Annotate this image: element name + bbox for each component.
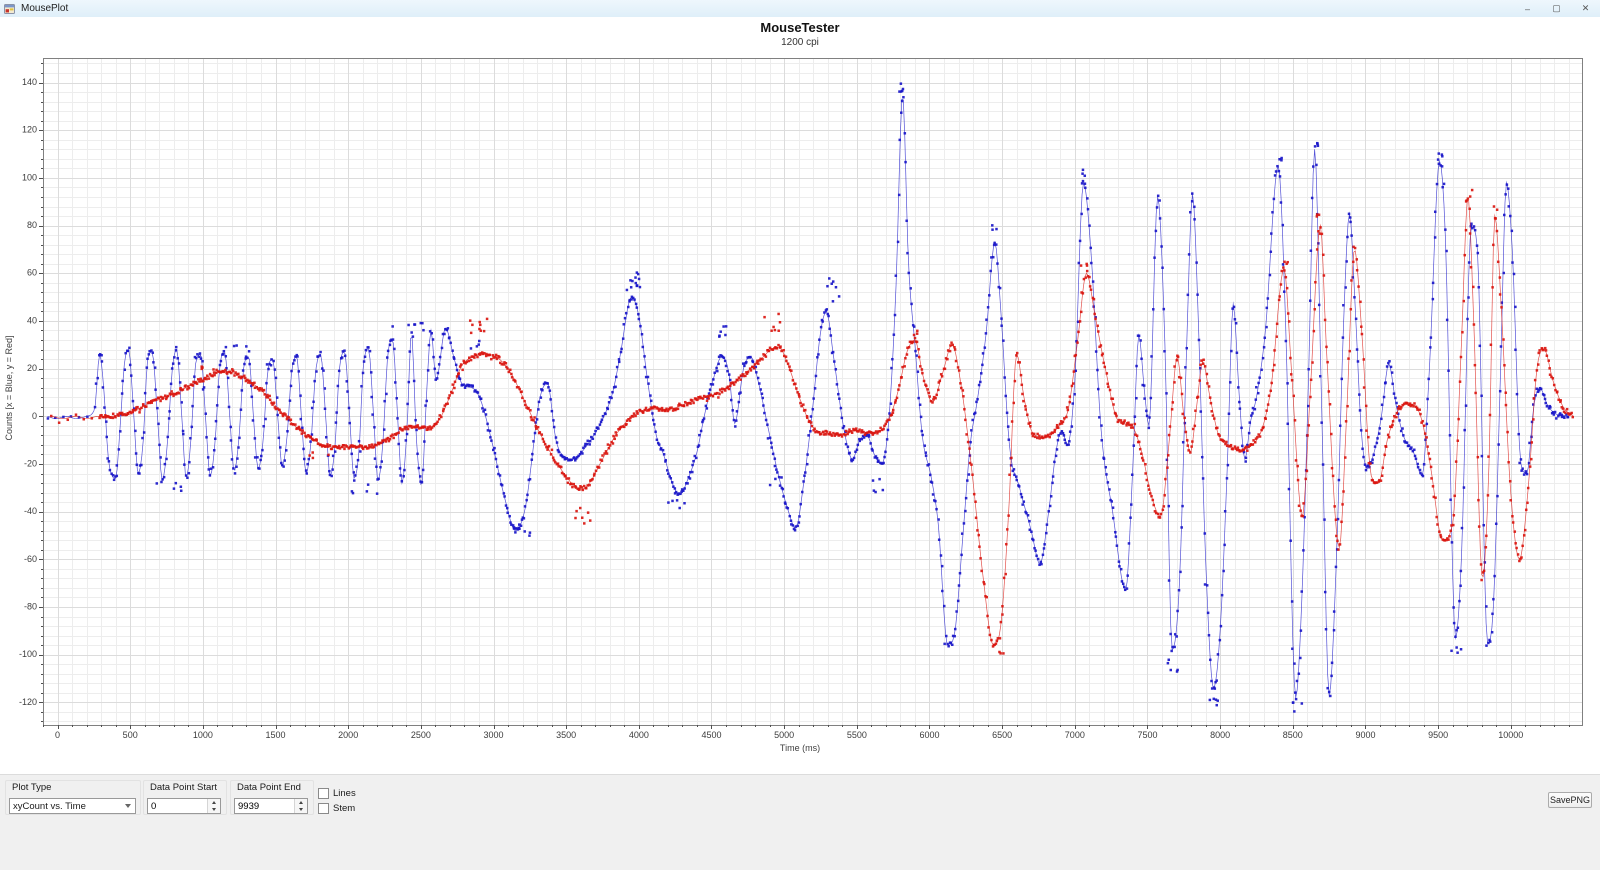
bottom-panel: Plot Type xyCount vs. Time Data Point St… [0,774,1600,870]
spinner-up-icon [299,801,303,804]
maximize-icon: ▢ [1552,3,1561,13]
stem-checkbox[interactable]: Stem [318,803,355,814]
titlebar: MousePlot – ▢ ✕ [0,0,1600,18]
window-buttons: – ▢ ✕ [1513,0,1600,17]
plot-canvas [0,17,1600,774]
savepng-button-label: SavePNG [1549,795,1591,805]
chevron-down-icon [125,804,131,808]
stem-checkbox-label: Stem [333,803,356,814]
plot-type-label: Plot Type [10,782,54,793]
data-point-end-spinner [294,799,307,813]
lines-checkbox[interactable]: Lines [318,788,356,799]
data-point-end-box [234,798,308,814]
data-point-end-label: Data Point End [235,782,303,793]
x-axis-label: Time (ms) [779,743,821,753]
plot-type-value: xyCount vs. Time [13,800,86,812]
chart-subtitle: 1200 cpi [781,37,819,48]
spinner-down-icon [212,808,216,811]
chart-title: MouseTester [760,20,840,35]
chart-region: MouseTester 1200 cpi Time (ms) Counts [x… [0,17,1600,774]
data-point-end-group: Data Point End [230,780,314,815]
data-point-start-group: Data Point Start [143,780,227,815]
y-axis-label: Counts [x = Blue, y = Red] [4,335,14,441]
stem-checkbox-box [318,803,329,814]
spinner-down-button[interactable] [208,806,220,813]
close-icon: ✕ [1581,3,1590,13]
minimize-button[interactable]: – [1513,0,1542,17]
spinner-down-icon [299,808,303,811]
data-point-start-input[interactable] [148,799,207,813]
data-point-start-spinner [207,799,220,813]
window-title: MousePlot [21,3,69,14]
spinner-down-button[interactable] [295,806,307,813]
data-point-start-box [147,798,221,814]
lines-checkbox-box [318,788,329,799]
spinner-up-button[interactable] [208,799,220,806]
spinner-up-icon [212,801,216,804]
data-point-end-input[interactable] [235,799,294,813]
plot-type-group: Plot Type xyCount vs. Time [5,780,141,815]
plot-type-select[interactable]: xyCount vs. Time [9,798,136,814]
minimize-icon: – [1524,3,1530,14]
lines-checkbox-label: Lines [333,788,356,799]
savepng-button[interactable]: SavePNG [1548,792,1592,808]
data-point-start-label: Data Point Start [148,782,220,793]
spinner-up-button[interactable] [295,799,307,806]
maximize-button[interactable]: ▢ [1542,0,1571,17]
close-button[interactable]: ✕ [1571,0,1600,17]
app-icon [4,4,15,14]
